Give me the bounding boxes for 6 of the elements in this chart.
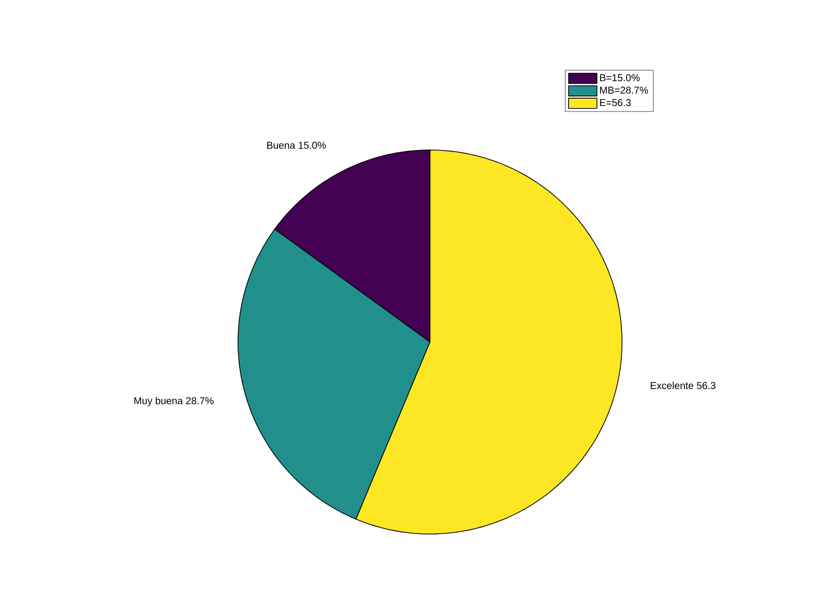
legend-label: MB=28.7%	[600, 86, 648, 94]
legend-label: E=56.3	[600, 99, 631, 106]
text: Excelente 56.3	[650, 382, 716, 390]
text: Buena 15.0%	[267, 142, 326, 149]
legend-label: B=15.0%	[600, 74, 640, 82]
text: Muy buena 28.7%	[134, 396, 214, 406]
